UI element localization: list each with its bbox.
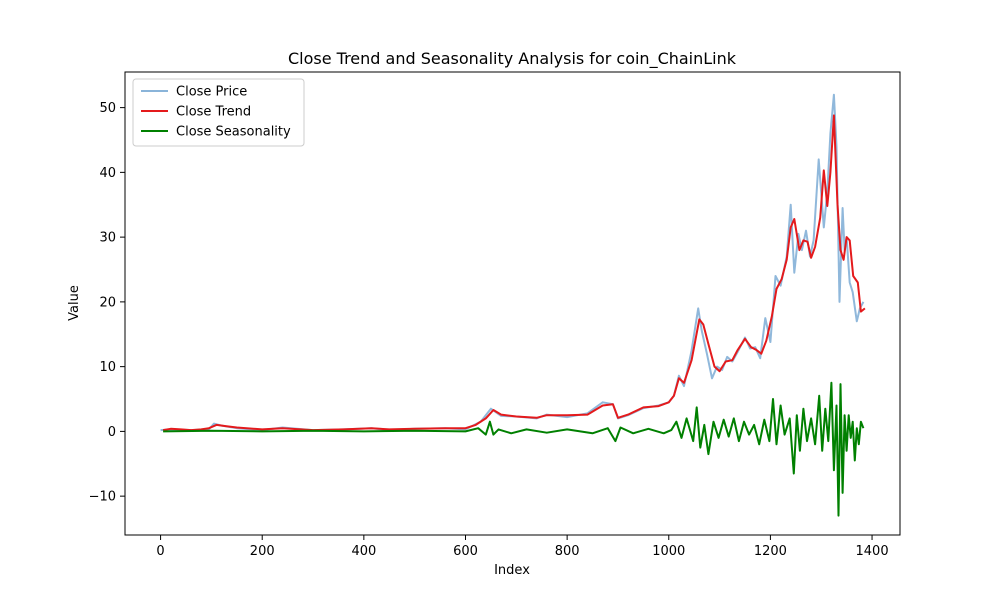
y-tick-label: 20 <box>99 295 116 310</box>
x-axis: 0 200 400 600 800 1000 1200 1400 <box>156 535 889 559</box>
x-tick-label: 1000 <box>652 544 685 559</box>
series-group <box>160 93 866 517</box>
x-tick-label: 1200 <box>754 544 787 559</box>
x-tick-label: 0 <box>156 544 164 559</box>
y-tick-label: 10 <box>99 360 116 375</box>
series-line-close-seasonality <box>163 381 865 517</box>
plot-frame <box>124 71 901 536</box>
legend-label: Close Seasonality <box>176 125 291 140</box>
x-tick-label: 200 <box>250 544 275 559</box>
chart-title: Close Trend and Seasonality Analysis for… <box>288 49 737 69</box>
x-tick-label: 400 <box>351 544 376 559</box>
y-tick-label: 50 <box>99 101 116 116</box>
legend-box <box>132 78 305 147</box>
legend-label: Close Price <box>176 85 247 100</box>
y-tick-label: 40 <box>99 166 116 181</box>
y-tick-label: −10 <box>89 490 116 505</box>
y-tick-label: 30 <box>99 231 116 246</box>
legend: Close Price Close Trend Close Seasonality <box>132 78 305 147</box>
x-axis-label: Index <box>494 563 530 578</box>
y-axis-label: Value <box>67 285 82 321</box>
x-tick-label: 1400 <box>856 544 889 559</box>
y-tick-label: 0 <box>108 425 116 440</box>
x-tick-label: 800 <box>555 544 580 559</box>
series-line-close-trend <box>162 114 866 432</box>
y-axis: −10 0 10 20 30 40 50 <box>89 101 125 505</box>
legend-label: Close Trend <box>176 105 251 120</box>
x-tick-label: 600 <box>453 544 478 559</box>
